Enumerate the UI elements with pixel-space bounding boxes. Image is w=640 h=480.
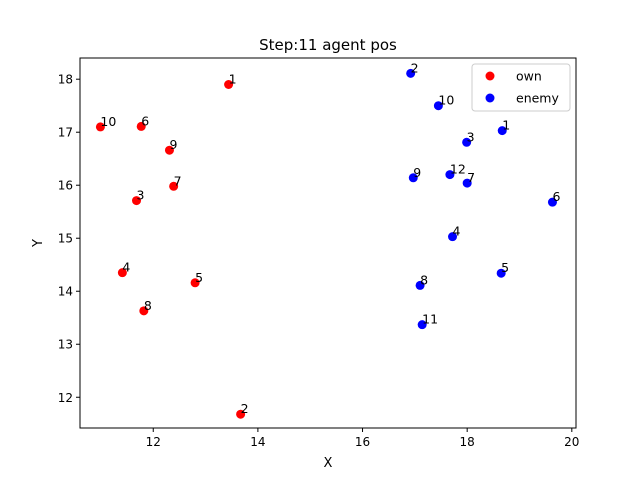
enemy-agent-label: 2 (411, 60, 419, 75)
x-tick-label: 12 (146, 435, 161, 449)
enemy-agent-label: 1 (502, 118, 510, 133)
own-agent-label: 2 (241, 401, 249, 416)
own-agent-point (169, 181, 179, 191)
own-agent-point (190, 278, 200, 288)
own-agent-label: 5 (195, 270, 203, 285)
legend-label-own: own (516, 69, 542, 84)
enemy-agent-label: 12 (450, 162, 466, 177)
own-agent-label: 9 (169, 137, 177, 152)
enemy-agent-point (497, 126, 507, 136)
own-agent-label: 10 (100, 114, 116, 129)
x-tick-label: 20 (564, 435, 579, 449)
x-tick-label: 14 (250, 435, 265, 449)
legend: own enemy (471, 63, 571, 112)
enemy-agent-label: 7 (467, 170, 475, 185)
own-agent-label: 1 (229, 72, 237, 87)
enemy-agent-label: 10 (438, 93, 454, 108)
enemy-agent-point (496, 268, 506, 278)
enemy-agent-point (433, 101, 443, 111)
legend-marker-own (485, 71, 495, 81)
own-agent-point (136, 121, 146, 131)
enemy-agent-point (445, 170, 455, 180)
y-tick-label: 13 (58, 338, 73, 352)
enemy-agent-point (448, 232, 458, 242)
own-agent-label: 6 (141, 113, 149, 128)
legend-label-enemy: enemy (516, 91, 559, 106)
enemy-agent-label: 8 (420, 272, 428, 287)
y-tick-label: 14 (58, 285, 73, 299)
y-tick-label: 15 (58, 232, 73, 246)
enemy-agent-point (462, 137, 472, 147)
own-agent-label: 7 (174, 173, 182, 188)
own-agent-point (132, 196, 142, 206)
axes-frame (79, 57, 577, 429)
x-tick-label: 16 (355, 435, 370, 449)
own-agent-point (224, 80, 234, 90)
enemy-agent-point (417, 320, 427, 330)
enemy-agent-point (462, 178, 472, 188)
own-agent-point (139, 306, 149, 316)
own-agent-point (95, 122, 105, 132)
enemy-agent-label: 9 (413, 165, 421, 180)
y-tick-label: 17 (58, 126, 73, 140)
enemy-agent-label: 11 (422, 312, 438, 327)
y-axis-label: Y (31, 239, 46, 248)
x-axis-label: X (324, 456, 333, 471)
legend-box (471, 63, 571, 112)
y-tick-label: 16 (58, 179, 73, 193)
enemy-agent-label: 5 (501, 260, 509, 275)
own-agent-point (117, 268, 127, 278)
enemy-agent-label: 3 (467, 129, 475, 144)
enemy-agent-point (547, 197, 557, 207)
own-agent-label: 3 (137, 188, 145, 203)
x-tick-label: 18 (460, 435, 475, 449)
own-agent-point (236, 409, 246, 419)
own-agent-point (164, 145, 174, 155)
y-axis-ticks: 12 13 14 15 16 17 18 (58, 73, 80, 405)
enemy-agent-label: 6 (552, 189, 560, 204)
chart-title: Step:11 agent pos (259, 36, 397, 54)
y-tick-label: 18 (58, 73, 73, 87)
x-axis-ticks: 12 14 16 18 20 (146, 428, 579, 449)
own-agent-label: 8 (144, 298, 152, 313)
own-agent-label: 4 (122, 260, 130, 275)
legend-marker-enemy (485, 93, 495, 103)
enemy-agent-point (408, 173, 418, 183)
enemy-agent-label: 4 (453, 224, 461, 239)
enemy-agent-point (415, 280, 425, 290)
y-tick-label: 12 (58, 391, 73, 405)
enemy-agent-point (406, 68, 416, 78)
